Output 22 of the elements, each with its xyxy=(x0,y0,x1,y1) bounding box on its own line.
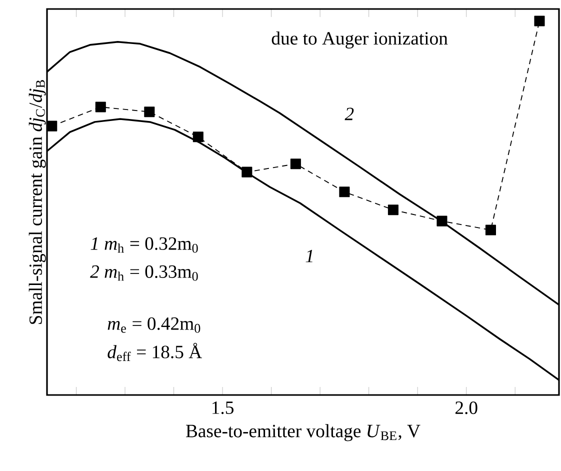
point xyxy=(388,204,398,216)
x-axis-title: Base-to-emitter voltage U$_{BE}$, V xyxy=(186,424,420,442)
point xyxy=(485,224,496,236)
annotation: m$_{e}$ = 0.42m$_{0}$ xyxy=(108,317,200,333)
point xyxy=(95,102,106,112)
point xyxy=(242,166,252,178)
series-label: 2 xyxy=(344,108,354,120)
x-tick-label: 2.0 xyxy=(456,401,478,414)
y-axis-title: Small-signal current gain dj$_{C}$/dj$_{B}$ xyxy=(28,80,46,324)
annotation: 1 m$_{h}$ = 0.32m$_{0}$ xyxy=(90,237,198,253)
point xyxy=(436,216,448,226)
point xyxy=(144,106,155,118)
point xyxy=(46,120,58,132)
x-tick-label: 1.5 xyxy=(212,401,234,414)
point xyxy=(534,16,545,26)
annotation: 2 m$_{h}$ = 0.33m$_{0}$ xyxy=(90,265,198,281)
point xyxy=(339,186,350,198)
annotation: d$_{eff}$ = 18.5 Å xyxy=(108,342,202,362)
point xyxy=(290,158,301,170)
point xyxy=(192,132,204,142)
series-label: 1 xyxy=(306,250,312,262)
annotation: due to Auger ionization xyxy=(272,32,448,49)
